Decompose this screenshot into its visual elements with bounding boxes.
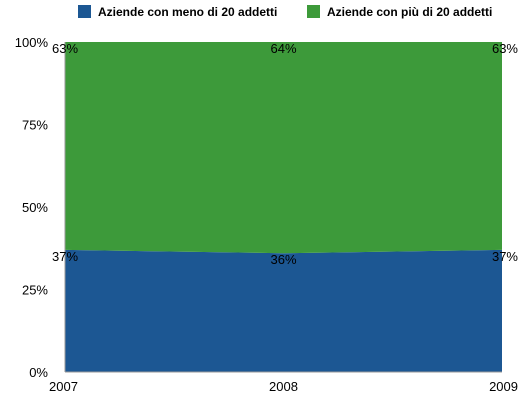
y-tick-label-0: 0% xyxy=(29,365,48,380)
x-tick-label-1: 2008 xyxy=(269,379,298,394)
x-tick-label-2: 2009 xyxy=(489,379,518,394)
x-axis: 2007 2008 2009 xyxy=(49,371,518,394)
y-tick-label-1: 25% xyxy=(22,283,48,298)
data-label-series-1-2: 63% xyxy=(492,41,518,56)
area-series-1 xyxy=(65,42,502,254)
area-series-0 xyxy=(65,249,502,372)
plot-area xyxy=(65,42,502,372)
legend-swatch-1 xyxy=(307,5,320,18)
legend-label-0: Aziende con meno di 20 addetti xyxy=(98,5,277,19)
data-labels: 37% 36% 37% 63% 64% 63% xyxy=(52,41,518,267)
legend-swatch-0 xyxy=(78,5,91,18)
data-label-series-0-0: 37% xyxy=(52,249,78,264)
y-axis: 0% 25% 50% 75% 100% xyxy=(15,35,66,380)
x-tick-label-0: 2007 xyxy=(49,379,78,394)
data-label-series-1-0: 63% xyxy=(52,41,78,56)
y-tick-label-3: 75% xyxy=(22,118,48,133)
data-label-series-0-1: 36% xyxy=(270,252,296,267)
legend-label-1: Aziende con più di 20 addetti xyxy=(327,5,492,19)
data-label-series-1-1: 64% xyxy=(270,41,296,56)
y-tick-label-4: 100% xyxy=(15,35,49,50)
y-tick-label-2: 50% xyxy=(22,200,48,215)
data-label-series-0-2: 37% xyxy=(492,249,518,264)
legend: Aziende con meno di 20 addetti Aziende co… xyxy=(78,5,492,19)
